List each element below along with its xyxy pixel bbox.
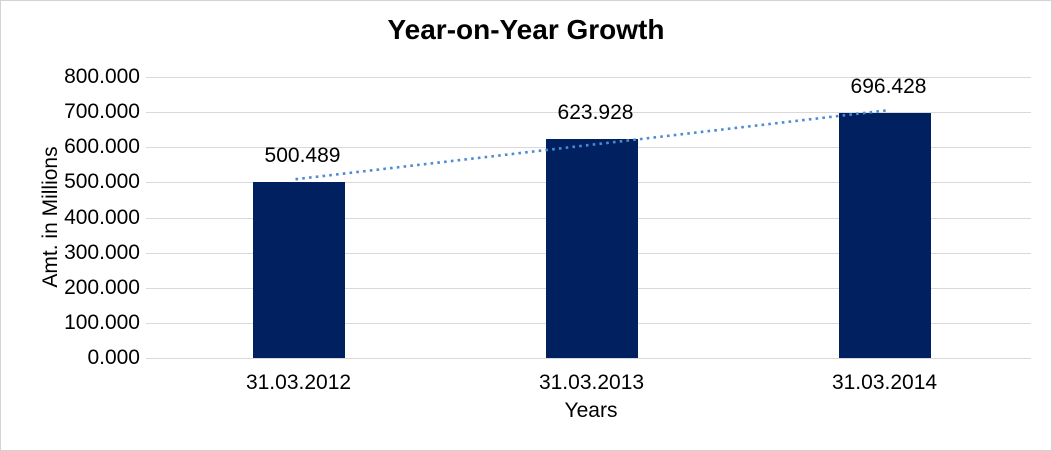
y-tick-label: 0.000 — [87, 346, 140, 369]
bar-data-label: 623.928 — [557, 100, 634, 124]
x-axis-title: Years — [564, 399, 618, 422]
gridline — [146, 77, 1031, 78]
y-tick-label: 300.000 — [64, 240, 140, 264]
y-tick-label: 600.000 — [64, 135, 140, 159]
bar — [545, 138, 638, 358]
x-tick-label: 31.03.2013 — [538, 371, 645, 394]
y-tick-label: 700.000 — [64, 100, 140, 124]
bar — [838, 113, 931, 358]
x-axis-line — [146, 358, 1031, 359]
plot-area: 500.489 623.928 696.428 — [146, 75, 1031, 359]
y-axis-tick-labels: 0.000 100.000 200.000 300.000 400.000 500.000… — [1, 1, 140, 450]
chart-title: Year-on-Year Growth — [387, 14, 665, 45]
y-tick-label: 400.000 — [64, 205, 140, 229]
y-tick-label: 100.000 — [64, 310, 140, 334]
bar-data-label: 500.489 — [264, 144, 341, 168]
x-tick-label: 31.03.2012 — [245, 371, 352, 394]
y-tick-label: 800.000 — [64, 65, 140, 88]
x-tick-label: 31.03.2014 — [831, 371, 938, 394]
y-tick-label: 200.000 — [64, 275, 140, 299]
bar — [252, 182, 345, 358]
bar-data-label: 696.428 — [850, 75, 927, 99]
y-tick-label: 500.000 — [64, 170, 140, 194]
